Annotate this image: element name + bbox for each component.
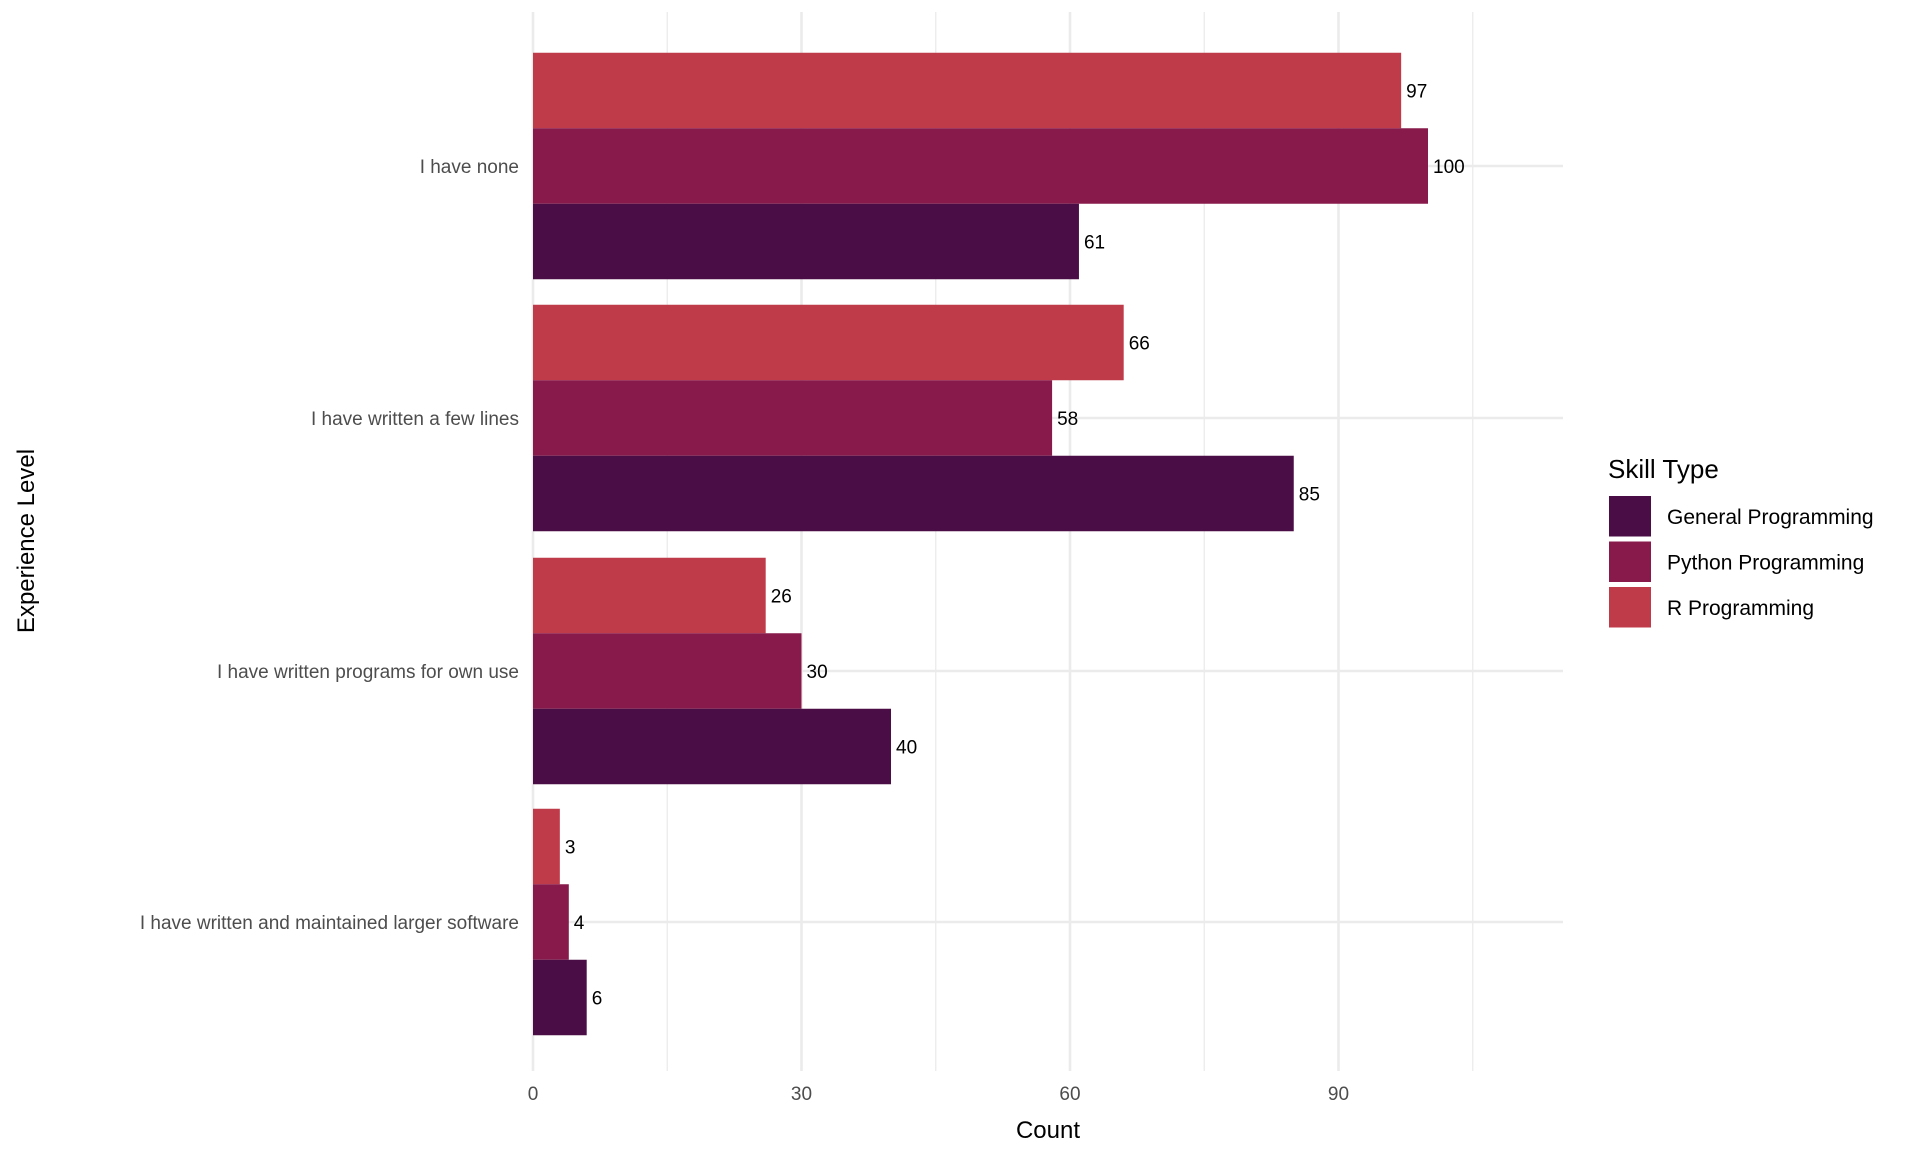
bar-value-label: 40	[896, 738, 917, 759]
bar-general-programming	[533, 708, 891, 785]
bar-r-programming	[533, 52, 1402, 129]
bar-python-programming	[533, 128, 1428, 204]
legend-label: Python Programming	[1667, 552, 1864, 575]
bar-general-programming	[533, 455, 1294, 532]
legend-item: General Programming	[1609, 496, 1874, 537]
bar-value-label: 100	[1433, 157, 1465, 178]
bar-r-programming	[533, 808, 560, 885]
bar-r-programming	[533, 557, 766, 634]
y-axis-tick-labels: I have none I have written a few lines I h…	[140, 157, 519, 934]
y-tick-label: I have written and maintained larger sof…	[140, 913, 519, 934]
bar-python-programming	[533, 884, 569, 960]
bar-value-label: 97	[1406, 82, 1427, 103]
legend-label: General Programming	[1667, 506, 1874, 529]
x-tick-label: 30	[791, 1084, 812, 1105]
legend-label: R Programming	[1667, 597, 1814, 620]
legend-swatch	[1609, 587, 1651, 628]
bar-labels: 97 100 61 66 58 85 26 30 40 3 4 6	[565, 82, 1465, 1010]
bar-python-programming	[533, 633, 802, 709]
bar-value-label: 66	[1129, 334, 1150, 355]
x-axis-title: Count	[1016, 1117, 1080, 1144]
legend: Skill Type General Programming Python Pro…	[1608, 454, 1874, 628]
legend-swatch	[1609, 496, 1651, 537]
bar-value-label: 85	[1299, 485, 1320, 506]
bar-value-label: 58	[1057, 409, 1078, 430]
x-axis-tick-labels: 0 30 60 90	[528, 1084, 1349, 1105]
legend-item: Python Programming	[1609, 541, 1864, 582]
x-tick-label: 90	[1328, 1084, 1349, 1105]
bar-value-label: 61	[1084, 233, 1105, 254]
bar-r-programming	[533, 304, 1124, 381]
legend-item: R Programming	[1609, 587, 1814, 628]
bar-value-label: 6	[592, 989, 603, 1010]
bar-value-label: 26	[771, 587, 792, 608]
x-tick-label: 60	[1059, 1084, 1080, 1105]
x-tick-label: 0	[528, 1084, 539, 1105]
y-tick-label: I have none	[420, 157, 519, 178]
bar-value-label: 30	[807, 662, 828, 683]
legend-title: Skill Type	[1608, 454, 1719, 484]
bar-value-label: 3	[565, 838, 576, 859]
bar-python-programming	[533, 380, 1053, 456]
bar-general-programming	[533, 203, 1079, 280]
y-tick-label: I have written programs for own use	[217, 662, 519, 683]
bar-general-programming	[533, 959, 587, 1036]
legend-swatch	[1609, 541, 1651, 582]
bars	[533, 52, 1428, 1036]
bar-value-label: 4	[574, 913, 585, 934]
y-axis-title: Experience Level	[13, 449, 40, 633]
y-tick-label: I have written a few lines	[311, 409, 519, 430]
